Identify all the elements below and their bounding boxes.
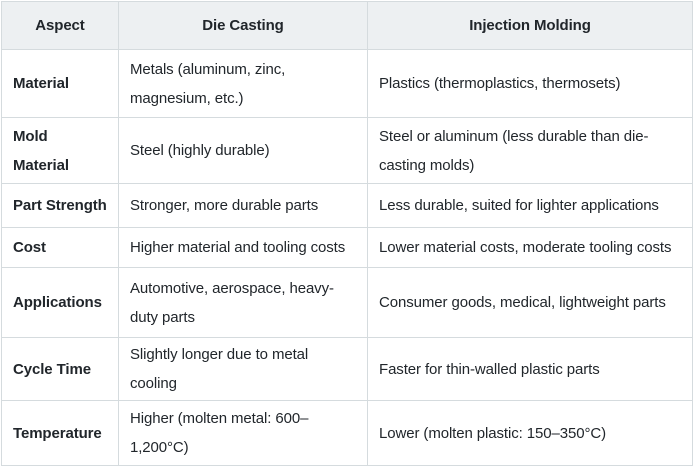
row-header-cost: Cost [1, 227, 119, 268]
die-casting-cell-material: Metals (aluminum, zinc, magnesium, etc.) [118, 49, 368, 118]
row-header-part-strength: Part Strength [1, 183, 119, 228]
header-row: Aspect Die Casting Injection Molding [1, 1, 693, 50]
table-header: Aspect Die Casting Injection Molding [1, 1, 693, 50]
column-header-injection-molding: Injection Molding [367, 1, 693, 50]
injection-molding-cell-part-strength: Less durable, suited for lighter applica… [367, 183, 693, 228]
die-casting-cell-applications: Automotive, aerospace, heavy-duty parts [118, 267, 368, 338]
injection-molding-cell-material: Plastics (thermoplastics, thermosets) [367, 49, 693, 118]
injection-molding-cell-cost: Lower material costs, moderate tooling c… [367, 227, 693, 268]
die-casting-cell-temperature: Higher (molten metal: 600–1,200°C) [118, 400, 368, 466]
row-header-applications: Applications [1, 267, 119, 338]
table-row-part-strength: Part Strength Stronger, more durable par… [1, 183, 693, 228]
injection-molding-cell-cycle-time: Faster for thin-walled plastic parts [367, 337, 693, 401]
die-casting-cell-part-strength: Stronger, more durable parts [118, 183, 368, 228]
row-header-material: Material [1, 49, 119, 118]
die-casting-cell-mold-material: Steel (highly durable) [118, 117, 368, 184]
table-row-applications: Applications Automotive, aerospace, heav… [1, 267, 693, 338]
injection-molding-cell-applications: Consumer goods, medical, lightweight par… [367, 267, 693, 338]
die-casting-cell-cost: Higher material and tooling costs [118, 227, 368, 268]
table-row-material: Material Metals (aluminum, zinc, magnesi… [1, 49, 693, 118]
row-header-mold-material: Mold Material [1, 117, 119, 184]
row-header-cycle-time: Cycle Time [1, 337, 119, 401]
row-header-temperature: Temperature [1, 400, 119, 466]
injection-molding-cell-mold-material: Steel or aluminum (less durable than die… [367, 117, 693, 184]
table-row-mold-material: Mold Material Steel (highly durable) Ste… [1, 117, 693, 184]
table-row-temperature: Temperature Higher (molten metal: 600–1,… [1, 400, 693, 466]
column-header-die-casting: Die Casting [118, 1, 368, 50]
column-header-aspect: Aspect [1, 1, 119, 50]
table-row-cycle-time: Cycle Time Slightly longer due to metal … [1, 337, 693, 401]
injection-molding-cell-temperature: Lower (molten plastic: 150–350°C) [367, 400, 693, 466]
table-row-cost: Cost Higher material and tooling costs L… [1, 227, 693, 268]
die-casting-cell-cycle-time: Slightly longer due to metal cooling [118, 337, 368, 401]
table-body: Material Metals (aluminum, zinc, magnesi… [1, 49, 693, 466]
